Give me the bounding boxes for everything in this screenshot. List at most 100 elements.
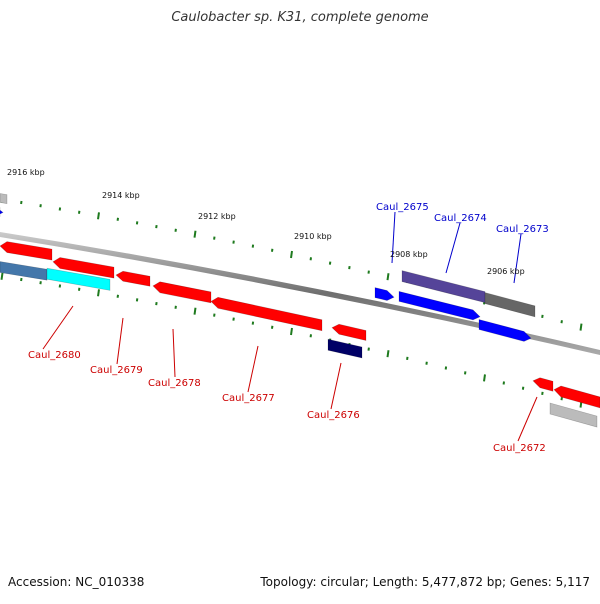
upper-scale-tick <box>20 200 23 205</box>
gene-caul-2676-variant <box>327 338 363 359</box>
lower-scale-tick <box>58 284 62 288</box>
lower-scale-tick <box>39 281 42 285</box>
genome-backbone <box>0 232 600 355</box>
upper-scale-tick <box>155 224 158 229</box>
scale-label-2912: 2912 kbp <box>198 212 236 221</box>
upper-scale-tick <box>193 230 197 238</box>
upper-scale-tick <box>97 212 100 220</box>
upper-scale-tick <box>58 207 62 211</box>
lower-scale-tick <box>135 298 139 302</box>
gene-caul-2672-variant <box>549 402 598 428</box>
gene-label-caul-2674[interactable]: Caul_2674 <box>434 213 487 224</box>
gene-caul-2678 <box>115 270 151 287</box>
lower-scale-tick <box>213 313 216 317</box>
gene-caul-2676 <box>331 323 367 341</box>
gene-caul-2680-variant <box>0 261 48 281</box>
map-title: Caulobacter sp. K31, complete genome <box>171 10 429 25</box>
scale-label-2916: 2916 kbp <box>7 168 45 177</box>
leader-caul-2677 <box>247 345 259 393</box>
upper-scale-tick <box>213 236 216 240</box>
lower-scale-tick <box>290 327 293 336</box>
lower-scale-tick <box>464 371 467 375</box>
scale-label-2910: 2910 kbp <box>294 232 332 241</box>
leader-caul-2678 <box>172 328 176 378</box>
upper-scale-tick <box>232 240 235 244</box>
upper-scale-tick <box>386 273 390 281</box>
gene-caul-2675 <box>374 287 395 301</box>
upper-scale-tick <box>39 204 42 208</box>
upper-scale-tick <box>290 250 293 259</box>
upper-scale-tick <box>579 323 583 331</box>
lower-scale-tick <box>521 386 525 390</box>
gene-features <box>0 193 600 428</box>
gene-edge-upper <box>0 193 8 204</box>
gene-label-caul-2677[interactable]: Caul_2677 <box>222 393 275 404</box>
upper-scale-tick <box>309 257 312 261</box>
gene-caul-2677-b <box>210 296 323 332</box>
leader-caul-2676 <box>330 362 342 410</box>
upper-scale-tick <box>348 265 351 270</box>
lower-scale-tick <box>97 289 100 297</box>
lower-scale-tick <box>483 374 486 382</box>
lower-scale-tick <box>78 287 81 291</box>
gene-caul-2672-b <box>553 385 600 409</box>
upper-scale-tick <box>251 244 255 248</box>
gene-caul-2672 <box>532 377 554 392</box>
lower-scale-tick <box>406 356 409 361</box>
lower-scale-tick <box>271 325 274 329</box>
lower-scale-tick <box>502 381 505 385</box>
upper-scale-tick <box>174 228 177 232</box>
upper-scale-tick <box>116 217 119 221</box>
accession-text: Accession: NC_010338 <box>8 575 145 589</box>
upper-scale-tick <box>367 270 370 274</box>
leader-caul-2673 <box>513 233 522 284</box>
lower-scale-tick <box>309 334 312 338</box>
leader-caul-2675 <box>391 211 396 264</box>
lower-scale-tick <box>116 294 119 298</box>
scale-label-2908: 2908 kbp <box>390 250 428 259</box>
gene-label-caul-2679[interactable]: Caul_2679 <box>90 365 143 376</box>
gene-label-caul-2675[interactable]: Caul_2675 <box>376 202 429 213</box>
lower-scale-tick <box>367 347 370 351</box>
gene-label-caul-2680[interactable]: Caul_2680 <box>28 350 81 361</box>
lower-scale-tick <box>193 307 197 315</box>
upper-scale-tick <box>541 314 544 319</box>
lower-scale-tick <box>560 397 563 401</box>
upper-scale-tick <box>560 320 563 324</box>
leader-caul-2680 <box>42 305 74 350</box>
leader-caul-2674 <box>445 222 461 274</box>
scale-label-2906: 2906 kbp <box>487 267 525 276</box>
gene-caul-2679-variant <box>46 267 111 291</box>
lower-scale-tick <box>541 391 544 396</box>
gene-caul-2673-variant <box>484 292 536 318</box>
lower-scale-tick <box>0 272 4 280</box>
upper-scale-tick <box>135 221 139 225</box>
gene-label-caul-2673[interactable]: Caul_2673 <box>496 224 549 235</box>
gene-label-caul-2672[interactable]: Caul_2672 <box>493 443 546 454</box>
leader-caul-2679 <box>116 317 124 365</box>
lower-scale-tick <box>155 301 158 306</box>
lower-scale-tick <box>174 305 177 309</box>
scale-label-2914: 2914 kbp <box>102 191 140 200</box>
gene-caul-2677 <box>152 281 212 304</box>
lower-scale-tick <box>425 361 428 365</box>
leader-caul-2672 <box>517 396 538 442</box>
lower-scale-tick <box>232 317 235 321</box>
gene-label-caul-2678[interactable]: Caul_2678 <box>148 378 201 389</box>
gene-label-caul-2676[interactable]: Caul_2676 <box>307 410 360 421</box>
gene-edge-upper-b <box>0 207 4 217</box>
gene-caul-2680 <box>0 241 53 261</box>
upper-scale-tick <box>271 248 274 252</box>
gene-caul-2679 <box>52 257 115 279</box>
genome-stats-text: Topology: circular; Length: 5,477,872 bp… <box>260 575 590 589</box>
lower-scale-tick <box>444 366 448 370</box>
upper-scale-tick <box>78 210 81 214</box>
lower-scale-tick <box>386 350 390 358</box>
gene-caul-2673 <box>478 319 532 342</box>
lower-scale-tick <box>20 277 23 282</box>
gene-caul-2674 <box>398 291 481 321</box>
label-leader-lines <box>42 211 538 442</box>
upper-scale-tick <box>328 261 332 265</box>
